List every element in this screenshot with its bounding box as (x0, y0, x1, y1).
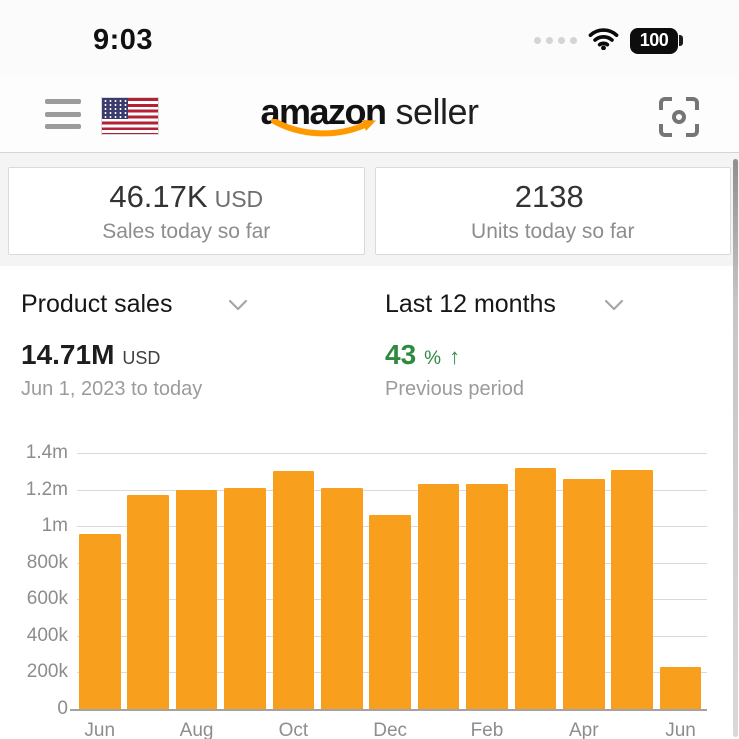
total-sales-unit: USD (122, 348, 161, 368)
units-today-value: 2138 (514, 178, 584, 214)
bar-11-may[interactable] (611, 469, 653, 709)
summary-row: 14.71M USD Jun 1, 2023 to today 43 % ↑ P… (0, 339, 739, 401)
total-sales-summary: 14.71M USD Jun 1, 2023 to today (0, 339, 364, 401)
x-axis-label: Oct (278, 720, 309, 739)
battery-nub (679, 35, 683, 46)
chevron-down-icon (604, 298, 624, 316)
x-axis-label: Feb (470, 720, 504, 739)
bar-9-mar[interactable] (514, 467, 557, 709)
y-axis-label: 1m (41, 515, 68, 537)
period-dropdown-label: Last 12 months (385, 290, 556, 318)
bar-12-jun[interactable] (659, 666, 702, 709)
x-axis-label: Apr (568, 720, 599, 739)
battery-icon: 100 (630, 27, 683, 54)
y-axis-label: 600k (26, 588, 68, 610)
y-axis-label: 800k (26, 551, 68, 573)
status-bar: 9:03 100 (0, 0, 739, 75)
percent-sign: % (424, 348, 442, 369)
x-axis-baseline (70, 709, 707, 711)
scrollbar-thumb[interactable] (733, 159, 738, 737)
bar-0-jun[interactable] (79, 533, 121, 709)
y-axis-label: 400k (26, 624, 68, 646)
filters-row: Product sales Last 12 months (0, 290, 739, 319)
bar-3-sep[interactable] (224, 487, 266, 709)
bar-10-apr[interactable] (563, 478, 605, 709)
bar-2-aug[interactable] (175, 489, 218, 709)
wifi-icon (588, 27, 619, 55)
x-axis-label: Aug (179, 720, 214, 739)
y-axis-label: 0 (57, 698, 68, 719)
y-axis-label: 1.2m (25, 478, 68, 500)
up-arrow-icon: ↑ (449, 344, 461, 369)
change-summary: 43 % ↑ Previous period (364, 339, 524, 401)
stat-cards-row: 46.17K USD Sales today so far 2138 Units… (0, 153, 739, 266)
app-header: amazon seller (0, 75, 739, 153)
sales-today-card[interactable]: 46.17K USD Sales today so far (8, 167, 365, 255)
flag-canton (102, 98, 128, 119)
us-flag-icon[interactable] (101, 97, 159, 135)
sales-today-unit: USD (214, 185, 264, 212)
y-axis-label: 200k (26, 661, 68, 683)
units-today-label: Units today so far (471, 219, 635, 243)
y-axis-label: 1.4m (25, 442, 68, 463)
units-today-card[interactable]: 2138 Units today so far (374, 167, 731, 255)
amazon-smile-icon (270, 118, 382, 144)
gridline (77, 489, 707, 491)
bar-4-oct[interactable] (272, 471, 315, 709)
gridline (77, 453, 707, 454)
clock: 9:03 (93, 24, 154, 56)
x-axis-labels: Jun Aug Oct Dec Feb Apr Jun (77, 720, 707, 739)
total-sales-value: 14.71M (21, 339, 115, 370)
cellular-signal-icon (534, 37, 577, 44)
y-axis-labels: 1.4m 1.2m 1m 800k 600k 400k 200k 0 (0, 442, 68, 719)
bar-1-jul[interactable] (127, 495, 169, 709)
scan-camera-button[interactable] (659, 97, 699, 137)
sales-bar-chart: 1.4m 1.2m 1m 800k 600k 400k 200k 0 Jun Aug Oct Dec… (0, 440, 739, 739)
sales-today-value: 46.17K (109, 178, 208, 214)
metric-dropdown[interactable]: Product sales (0, 290, 364, 319)
chevron-down-icon (228, 298, 248, 316)
bar-7-jan[interactable] (417, 484, 460, 709)
metric-dropdown-label: Product sales (21, 290, 173, 318)
bar-6-dec[interactable] (369, 515, 411, 709)
logo-seller-text: seller (395, 91, 480, 132)
x-axis-label: Jun (665, 720, 696, 739)
amazon-seller-logo: amazon seller (260, 91, 480, 137)
date-range-label: Jun 1, 2023 to today (21, 378, 203, 400)
bar-5-nov[interactable] (321, 487, 363, 709)
previous-period-label: Previous period (385, 378, 524, 400)
bar-8-feb[interactable] (466, 484, 508, 709)
sales-today-label: Sales today so far (102, 219, 271, 243)
bar-plot (77, 453, 707, 709)
x-axis-label: Jun (84, 720, 116, 739)
x-axis-label: Dec (373, 720, 408, 739)
battery-percent: 100 (630, 27, 678, 54)
period-dropdown[interactable]: Last 12 months (364, 290, 624, 319)
hamburger-menu-icon[interactable] (45, 99, 81, 129)
change-value: 43 (385, 339, 417, 370)
